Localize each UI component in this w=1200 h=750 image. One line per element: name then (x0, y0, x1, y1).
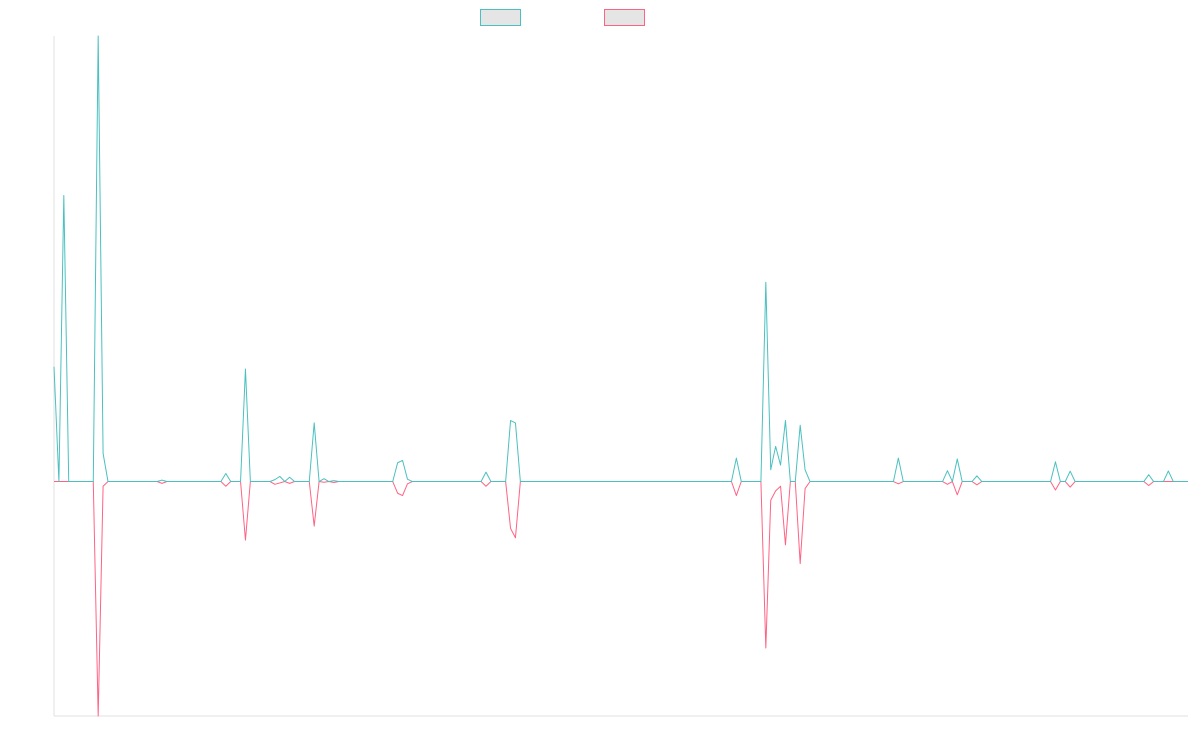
series-layer (53, 35, 1188, 717)
legend-swatch-1[interactable] (480, 9, 521, 26)
legend-swatch-2[interactable] (604, 9, 645, 26)
legend[interactable] (480, 9, 645, 26)
series-line-1 (53, 35, 1188, 483)
series-line-2 (54, 481, 1188, 717)
